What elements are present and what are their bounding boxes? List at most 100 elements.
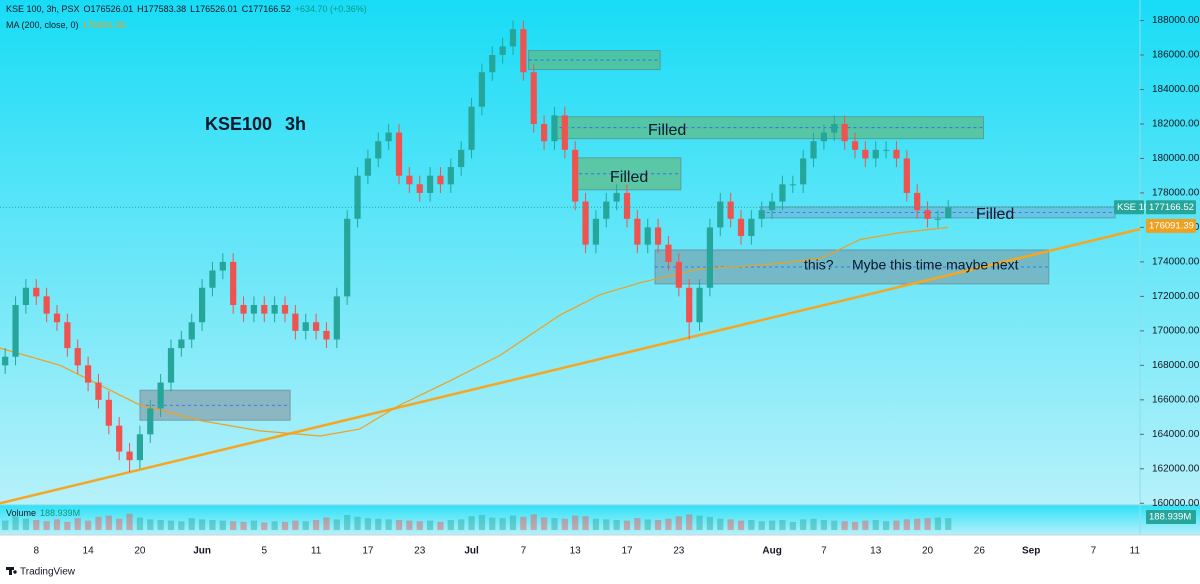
- candle-body: [820, 132, 828, 142]
- volume-bar: [665, 518, 672, 530]
- x-tick-label: 7: [1091, 546, 1097, 557]
- candle-body: [914, 192, 921, 211]
- candle-body: [312, 322, 320, 331]
- candle-body: [810, 141, 817, 159]
- volume-bar: [841, 521, 848, 530]
- candle-body: [333, 296, 340, 340]
- x-tick-label: 17: [362, 546, 374, 557]
- volume-bar: [706, 516, 714, 530]
- candle-body: [167, 348, 175, 383]
- candle-body: [489, 55, 496, 73]
- trendline: [0, 227, 1141, 505]
- candle-body: [831, 123, 838, 133]
- legend-ma: MA (200, close, 0) 176091.39: [6, 20, 125, 30]
- volume-bar: [126, 513, 133, 530]
- watermark-text: TradingView: [20, 567, 76, 578]
- volume-bar: [572, 515, 579, 530]
- candle-body: [2, 356, 9, 366]
- volume-bar: [323, 517, 330, 530]
- volume-bar: [644, 519, 651, 530]
- volume-bar: [230, 521, 237, 530]
- volume-bar: [198, 519, 206, 530]
- ohlc-value: L176526.01: [190, 4, 238, 14]
- candle-body: [95, 382, 102, 400]
- x-tick-label: 17: [621, 546, 633, 557]
- candle-body: [344, 218, 351, 297]
- volume-bar: [530, 514, 537, 530]
- volume-bar: [831, 520, 838, 530]
- ohlc-value: C177166.52: [242, 4, 291, 14]
- candle-body: [230, 261, 237, 305]
- candle-body: [945, 207, 952, 219]
- candle-body: [281, 305, 289, 314]
- volume-bar: [178, 521, 185, 530]
- volume-bar: [43, 521, 50, 530]
- ma-label: MA (200, close, 0): [6, 20, 79, 30]
- y-tick-label: 186000.00: [1152, 50, 1200, 61]
- x-tick-label: 23: [673, 546, 685, 557]
- candle-body: [789, 184, 796, 186]
- x-tick-label: Jun: [193, 546, 211, 557]
- x-tick-label: 14: [83, 546, 95, 557]
- candle-body: [250, 305, 258, 314]
- last-price-badge-bg: [1146, 200, 1196, 215]
- y-tick-label: 180000.00: [1152, 153, 1200, 164]
- volume-bar: [406, 520, 413, 530]
- candle-body: [903, 158, 910, 193]
- volume-bar: [696, 515, 703, 530]
- ticker-badge-bg: [1114, 200, 1144, 215]
- volume-bar: [810, 518, 817, 530]
- y-tick-label: 162000.00: [1152, 463, 1200, 474]
- volume-bar: [893, 520, 900, 530]
- volume-bar: [561, 518, 568, 530]
- candle-body: [603, 201, 610, 219]
- candle-body: [634, 218, 641, 245]
- candle-body: [136, 434, 144, 461]
- x-tick-label: 26: [974, 546, 986, 557]
- volume-bar: [499, 518, 506, 530]
- candle-body: [385, 132, 392, 142]
- x-tick-label: 13: [570, 546, 582, 557]
- x-tick-label: 23: [414, 546, 426, 557]
- volume-badge-bg: [1146, 510, 1196, 524]
- volume-bar: [458, 519, 465, 530]
- last-price-badge: 177166.52: [1149, 202, 1194, 213]
- y-tick-label: 178000.00: [1152, 188, 1200, 199]
- y-tick-label: 160000.00: [1152, 498, 1200, 509]
- volume-value: 188.939M: [40, 508, 80, 518]
- volume-bar: [748, 520, 755, 530]
- volume-bar: [468, 516, 475, 530]
- volume-bar: [489, 517, 496, 530]
- legend-volume: Volume 188.939M: [6, 508, 80, 518]
- ohlc-value: +634.70 (+0.36%): [295, 4, 367, 14]
- candle-body: [727, 201, 734, 219]
- candle-body: [851, 141, 859, 150]
- volume-bar: [934, 517, 942, 530]
- volume-bar: [84, 520, 92, 530]
- candle-body: [22, 287, 30, 305]
- candle-body: [582, 201, 589, 245]
- volume-bar: [613, 520, 620, 530]
- volume-bar: [903, 519, 910, 530]
- volume-bar: [219, 520, 226, 530]
- candle-body: [426, 175, 434, 193]
- volume-bar: [592, 518, 600, 530]
- candle-body: [696, 287, 703, 323]
- watermark: TradingView: [6, 567, 76, 578]
- volume-bar: [2, 520, 9, 530]
- candle-body: [737, 218, 745, 237]
- candle-body: [613, 192, 620, 202]
- volume-bar: [758, 521, 765, 530]
- volume-bar: [737, 520, 745, 530]
- annotation: Filled: [976, 206, 1014, 223]
- symbol: KSE 100, 3h, PSX: [6, 4, 80, 14]
- volume-bar: [74, 518, 81, 530]
- x-tick-label: 7: [821, 546, 827, 557]
- x-tick-label: 5: [261, 546, 267, 557]
- candle-body: [302, 322, 309, 331]
- candle-body: [872, 149, 879, 159]
- candle-body: [572, 149, 579, 202]
- ma-badge-bg: [1146, 218, 1196, 233]
- candle-body: [12, 305, 19, 357]
- candle-body: [768, 201, 776, 211]
